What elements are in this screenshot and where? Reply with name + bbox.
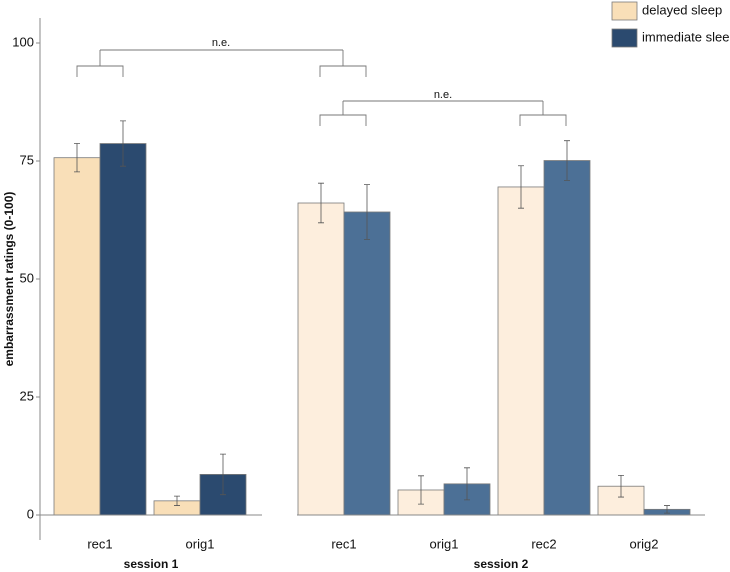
error-bar: [418, 475, 424, 505]
error-bar: [220, 453, 226, 496]
x-tick-label: orig2: [630, 536, 659, 551]
x-tick-label: orig1: [186, 536, 215, 551]
bracket: [319, 100, 567, 126]
error-bar: [74, 143, 80, 173]
x-tick-label: rec2: [531, 536, 556, 551]
x-tick-label: rec1: [87, 536, 112, 551]
y-axis-label: embarrassment ratings (0-100): [2, 192, 16, 367]
y-tick-label: 50: [20, 270, 34, 285]
error-bar: [518, 165, 524, 209]
error-bar: [120, 120, 126, 167]
legend-swatch: [611, 1, 638, 21]
x-tick-label: rec1: [331, 536, 356, 551]
bar: [497, 186, 545, 516]
legend-label: delayed sleep: [642, 2, 722, 17]
annotation: n.e.: [212, 37, 230, 49]
bracket: [76, 49, 367, 77]
error-bar: [618, 474, 624, 498]
y-tick-label: 0: [27, 506, 34, 521]
bar: [543, 160, 591, 516]
y-tick-label: 100: [12, 34, 34, 49]
x-axis-label: session 2: [474, 557, 529, 571]
bar: [297, 202, 345, 516]
y-tick-label: 25: [20, 388, 34, 403]
error-bar: [664, 505, 670, 514]
error-bar: [318, 182, 324, 224]
error-bar: [464, 467, 470, 501]
bar: [99, 143, 147, 516]
x-tick-label: orig1: [430, 536, 459, 551]
legend-label: immediate sleep: [642, 29, 730, 44]
error-bar: [364, 184, 370, 240]
error-bar: [174, 495, 180, 506]
error-bar: [564, 140, 570, 181]
bar: [53, 157, 101, 516]
annotation: n.e.: [434, 89, 452, 101]
x-axis-label: session 1: [124, 557, 179, 571]
bar: [343, 211, 391, 516]
y-tick-label: 75: [20, 152, 34, 167]
legend-swatch: [611, 28, 638, 48]
